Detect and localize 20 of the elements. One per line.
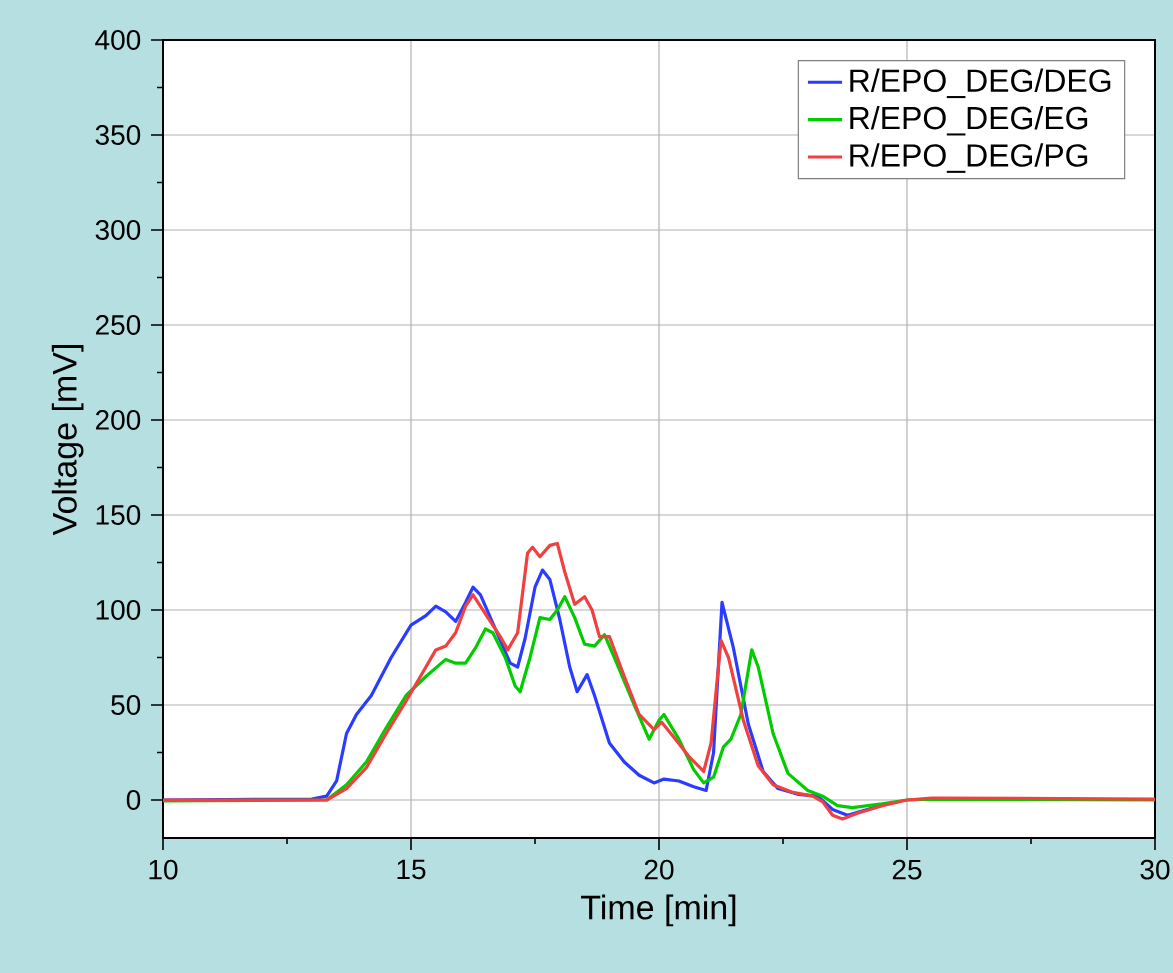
y-tick-label: 200	[95, 410, 141, 430]
legend-label: R/EPO_DEG/EG	[850, 105, 1088, 136]
legend-label: R/EPO_DEG/DEG	[850, 68, 1111, 99]
y-tick-label: 150	[96, 505, 141, 525]
x-axis-title: Time [min]	[581, 894, 736, 927]
x-tick-label: 30	[1140, 859, 1170, 880]
y-axis-title: Voltage [mV]	[51, 345, 84, 536]
y-tick-label: 0	[126, 790, 141, 810]
x-tick-label: 15	[397, 859, 426, 880]
x-tick-label: 10	[149, 859, 178, 880]
legend-label: R/EPO_DEG/PG	[850, 143, 1088, 173]
line-series	[163, 541, 1155, 821]
y-tick-label: 300	[95, 220, 141, 240]
x-tick-label: 20	[644, 859, 674, 880]
x-tick-label: 25	[892, 859, 922, 880]
y-tick-label: 50	[111, 695, 141, 715]
y-tick-label: 350	[95, 125, 141, 145]
y-tick-label: 400	[95, 30, 141, 50]
y-tick-label: 250	[95, 315, 141, 335]
y-tick-label: 100	[96, 600, 141, 620]
